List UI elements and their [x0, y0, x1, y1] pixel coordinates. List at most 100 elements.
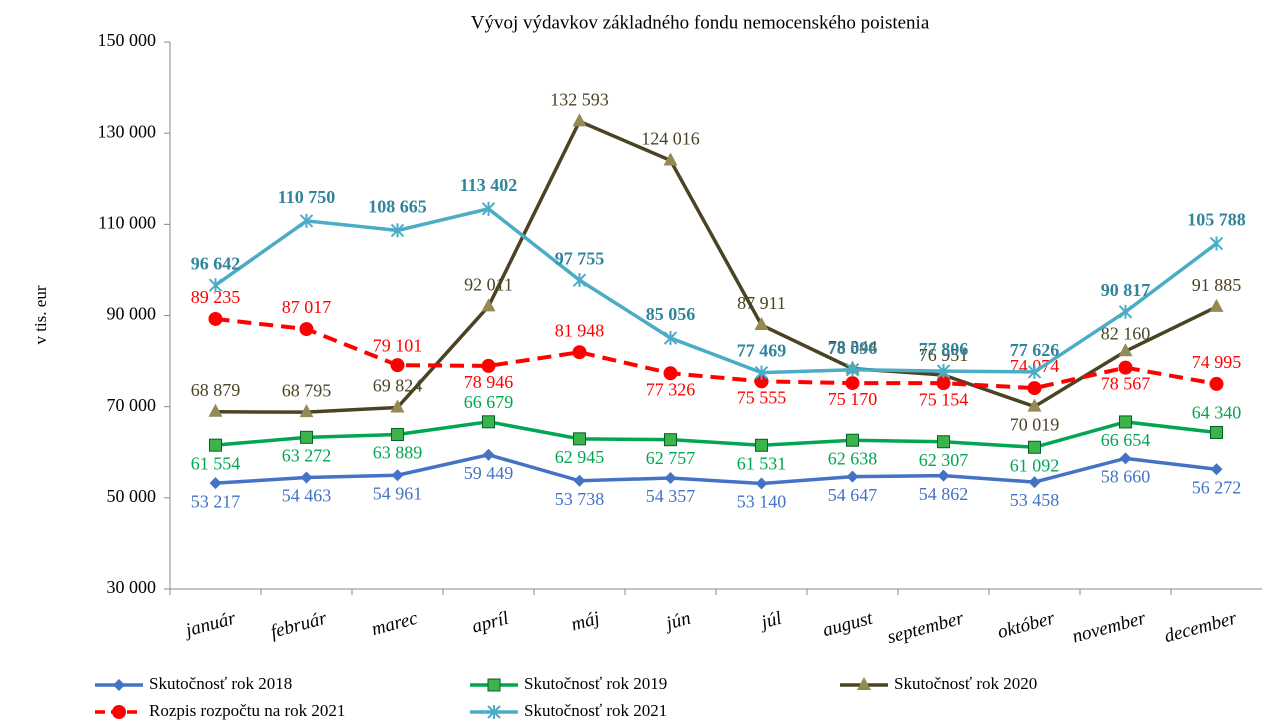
marker [846, 433, 859, 447]
data-label: 54 862 [919, 484, 969, 504]
data-label: 77 326 [646, 379, 696, 399]
marker [300, 471, 313, 484]
marker [481, 298, 496, 312]
marker [1028, 440, 1041, 454]
series-line [214, 206, 1218, 375]
marker [1027, 398, 1042, 412]
marker [1118, 360, 1133, 375]
data-label: 74 995 [1192, 352, 1242, 372]
x-tick-label: december [1162, 608, 1239, 648]
marker [846, 470, 859, 483]
marker [936, 364, 951, 379]
x-tick-label: marec [369, 608, 420, 641]
data-label: 89 235 [191, 287, 241, 307]
marker [487, 705, 501, 719]
marker [487, 678, 501, 692]
data-label: 76 951 [919, 345, 969, 365]
data-label: 132 593 [550, 89, 609, 109]
data-label: 68 879 [191, 380, 241, 400]
marker [481, 201, 496, 216]
marker [209, 438, 222, 452]
marker [391, 428, 404, 442]
data-label: 53 738 [555, 489, 605, 509]
data-label: 53 217 [191, 491, 241, 511]
marker [573, 432, 586, 446]
x-tick-label: júl [756, 608, 784, 634]
y-tick-label: 130 000 [98, 121, 157, 141]
y-tick-label: 110 000 [98, 212, 156, 232]
marker [754, 317, 769, 331]
y-tick-label: 30 000 [107, 577, 157, 597]
data-label: 85 056 [646, 304, 696, 324]
data-label: 87 911 [737, 293, 786, 313]
y-tick-label: 70 000 [107, 395, 157, 415]
data-label: 78 567 [1101, 374, 1151, 394]
data-label: 110 750 [278, 187, 336, 207]
legend-label: Skutočnosť rok 2021 [524, 701, 667, 720]
marker [1209, 376, 1224, 391]
legend-label: Skutočnosť rok 2020 [894, 674, 1037, 693]
x-tick-label: október [995, 608, 1057, 643]
data-label: 91 885 [1192, 275, 1242, 295]
data-label: 77 626 [1010, 340, 1060, 360]
data-label: 78 946 [464, 372, 514, 392]
marker [845, 376, 860, 391]
x-tick-label: august [821, 608, 876, 642]
data-label: 54 357 [646, 486, 696, 506]
data-label: 77 806 [919, 339, 969, 359]
x-tick-label: január [181, 608, 239, 642]
data-label: 63 272 [282, 445, 332, 465]
data-label: 124 016 [641, 129, 700, 149]
marker [209, 477, 222, 490]
x-tick-label: apríl [470, 608, 511, 638]
marker [845, 362, 860, 377]
marker [1210, 463, 1223, 476]
marker [1118, 304, 1133, 319]
data-label: 59 449 [464, 463, 514, 483]
marker [1028, 476, 1041, 489]
y-axis-label: v tis. eur [31, 285, 50, 344]
data-label: 68 795 [282, 380, 332, 400]
y-tick-label: 150 000 [98, 30, 157, 50]
data-label: 62 945 [555, 447, 605, 467]
marker [664, 471, 677, 484]
marker [299, 213, 314, 228]
data-label: 61 092 [1010, 455, 1060, 475]
marker [572, 113, 587, 127]
marker [1119, 415, 1132, 429]
data-label: 62 757 [646, 448, 696, 468]
marker [1027, 364, 1042, 379]
marker [663, 152, 678, 166]
y-tick-label: 50 000 [107, 486, 157, 506]
marker [572, 345, 587, 360]
data-label: 53 458 [1010, 490, 1060, 510]
data-label: 97 755 [555, 248, 605, 268]
data-label: 66 679 [464, 392, 514, 412]
marker [390, 399, 405, 413]
series-line [215, 316, 1217, 391]
data-label: 78 096 [828, 338, 878, 358]
marker [1027, 381, 1042, 396]
marker [573, 474, 586, 487]
marker [1118, 343, 1133, 357]
data-label: 54 647 [828, 485, 878, 505]
data-label: 56 272 [1192, 477, 1242, 497]
marker [112, 705, 126, 719]
data-label: 108 665 [368, 197, 427, 217]
data-label: 62 638 [828, 448, 878, 468]
x-tick-label: jún [661, 608, 693, 635]
marker [936, 376, 951, 391]
marker [208, 403, 223, 417]
data-label: 69 824 [373, 376, 423, 396]
marker [113, 679, 125, 691]
marker [755, 477, 768, 490]
marker [754, 365, 769, 380]
data-label: 62 307 [919, 450, 969, 470]
y-tick-label: 90 000 [107, 304, 157, 324]
data-label: 54 961 [373, 483, 423, 503]
data-label: 87 017 [282, 297, 332, 317]
data-label: 79 101 [373, 335, 423, 355]
marker [572, 273, 587, 288]
data-label: 77 469 [737, 341, 787, 361]
